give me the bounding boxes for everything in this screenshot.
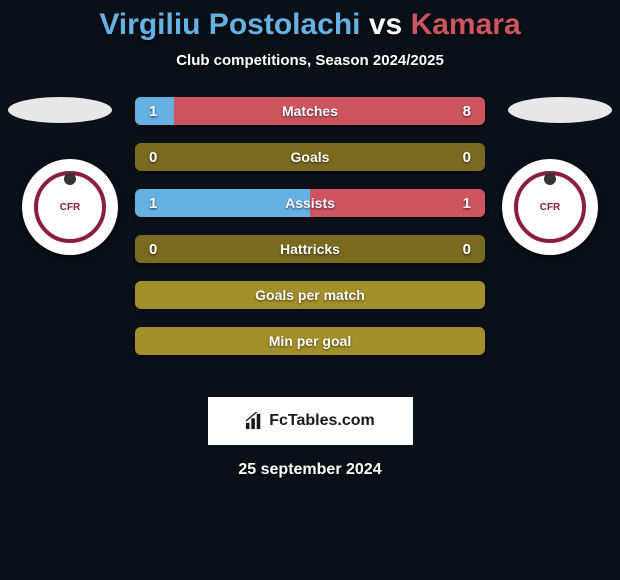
stat-value-right: 8 — [463, 103, 471, 120]
stat-value-left: 1 — [149, 195, 157, 212]
club-badge-left-label: CFR — [34, 171, 106, 243]
comparison-title: Virgiliu Postolachi vs Kamara — [0, 0, 620, 42]
stat-label: Goals per match — [255, 287, 365, 303]
stat-value-left: 1 — [149, 103, 157, 120]
stat-label: Goals — [291, 149, 330, 165]
stat-value-left: 0 — [149, 241, 157, 258]
stat-value-left: 0 — [149, 149, 157, 166]
brand-text: FcTables.com — [269, 412, 375, 430]
vs-text: vs — [361, 8, 411, 41]
stat-row: Hattricks 0 0 — [135, 235, 485, 263]
stat-row: Goals 0 0 — [135, 143, 485, 171]
chart-icon — [245, 412, 263, 430]
stat-rows: Matches18Goals00Assists11Hattricks00Goal… — [135, 97, 485, 373]
stat-label: Min per goal — [269, 333, 351, 349]
club-badge-right: CFR — [502, 159, 598, 255]
stat-row: Min per goal — [135, 327, 485, 355]
stat-value-right: 0 — [463, 149, 471, 166]
date-label: 25 september 2024 — [0, 461, 620, 479]
comparison-content: CFR CFR Matches 1 8 Goals 0 0 Assists 1 1 Hattric… — [0, 97, 620, 387]
player2-name: Kamara — [411, 8, 521, 41]
flag-left — [8, 97, 112, 123]
club-badge-left: CFR — [22, 159, 118, 255]
player1-name: Virgiliu Postolachi — [99, 8, 360, 41]
stat-value-right: 0 — [463, 241, 471, 258]
flag-right — [508, 97, 612, 123]
stat-fill-right — [310, 189, 485, 217]
stat-value-right: 1 — [463, 195, 471, 212]
subtitle: Club competitions, Season 2024/2025 — [0, 52, 620, 69]
stat-row: Assists 1 1 — [135, 189, 485, 217]
stat-label: Hattricks — [280, 241, 340, 257]
stat-label: Assists — [285, 195, 335, 211]
brand-banner: FcTables.com — [208, 397, 413, 445]
stat-row: Goals per match — [135, 281, 485, 309]
stat-fill-left — [135, 189, 310, 217]
stat-row: Matches 1 8 — [135, 97, 485, 125]
club-badge-right-label: CFR — [514, 171, 586, 243]
stat-label: Matches — [282, 103, 338, 119]
